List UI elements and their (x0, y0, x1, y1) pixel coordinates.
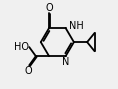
Text: O: O (45, 3, 53, 13)
Text: O: O (25, 66, 32, 76)
Text: N: N (62, 57, 69, 67)
Text: HO: HO (14, 42, 29, 52)
Text: NH: NH (69, 21, 84, 31)
